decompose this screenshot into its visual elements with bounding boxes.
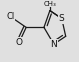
- Text: Cl: Cl: [6, 12, 14, 21]
- Text: S: S: [59, 14, 65, 23]
- Text: N: N: [50, 40, 57, 49]
- Text: CH₃: CH₃: [44, 1, 56, 7]
- Text: O: O: [16, 38, 23, 47]
